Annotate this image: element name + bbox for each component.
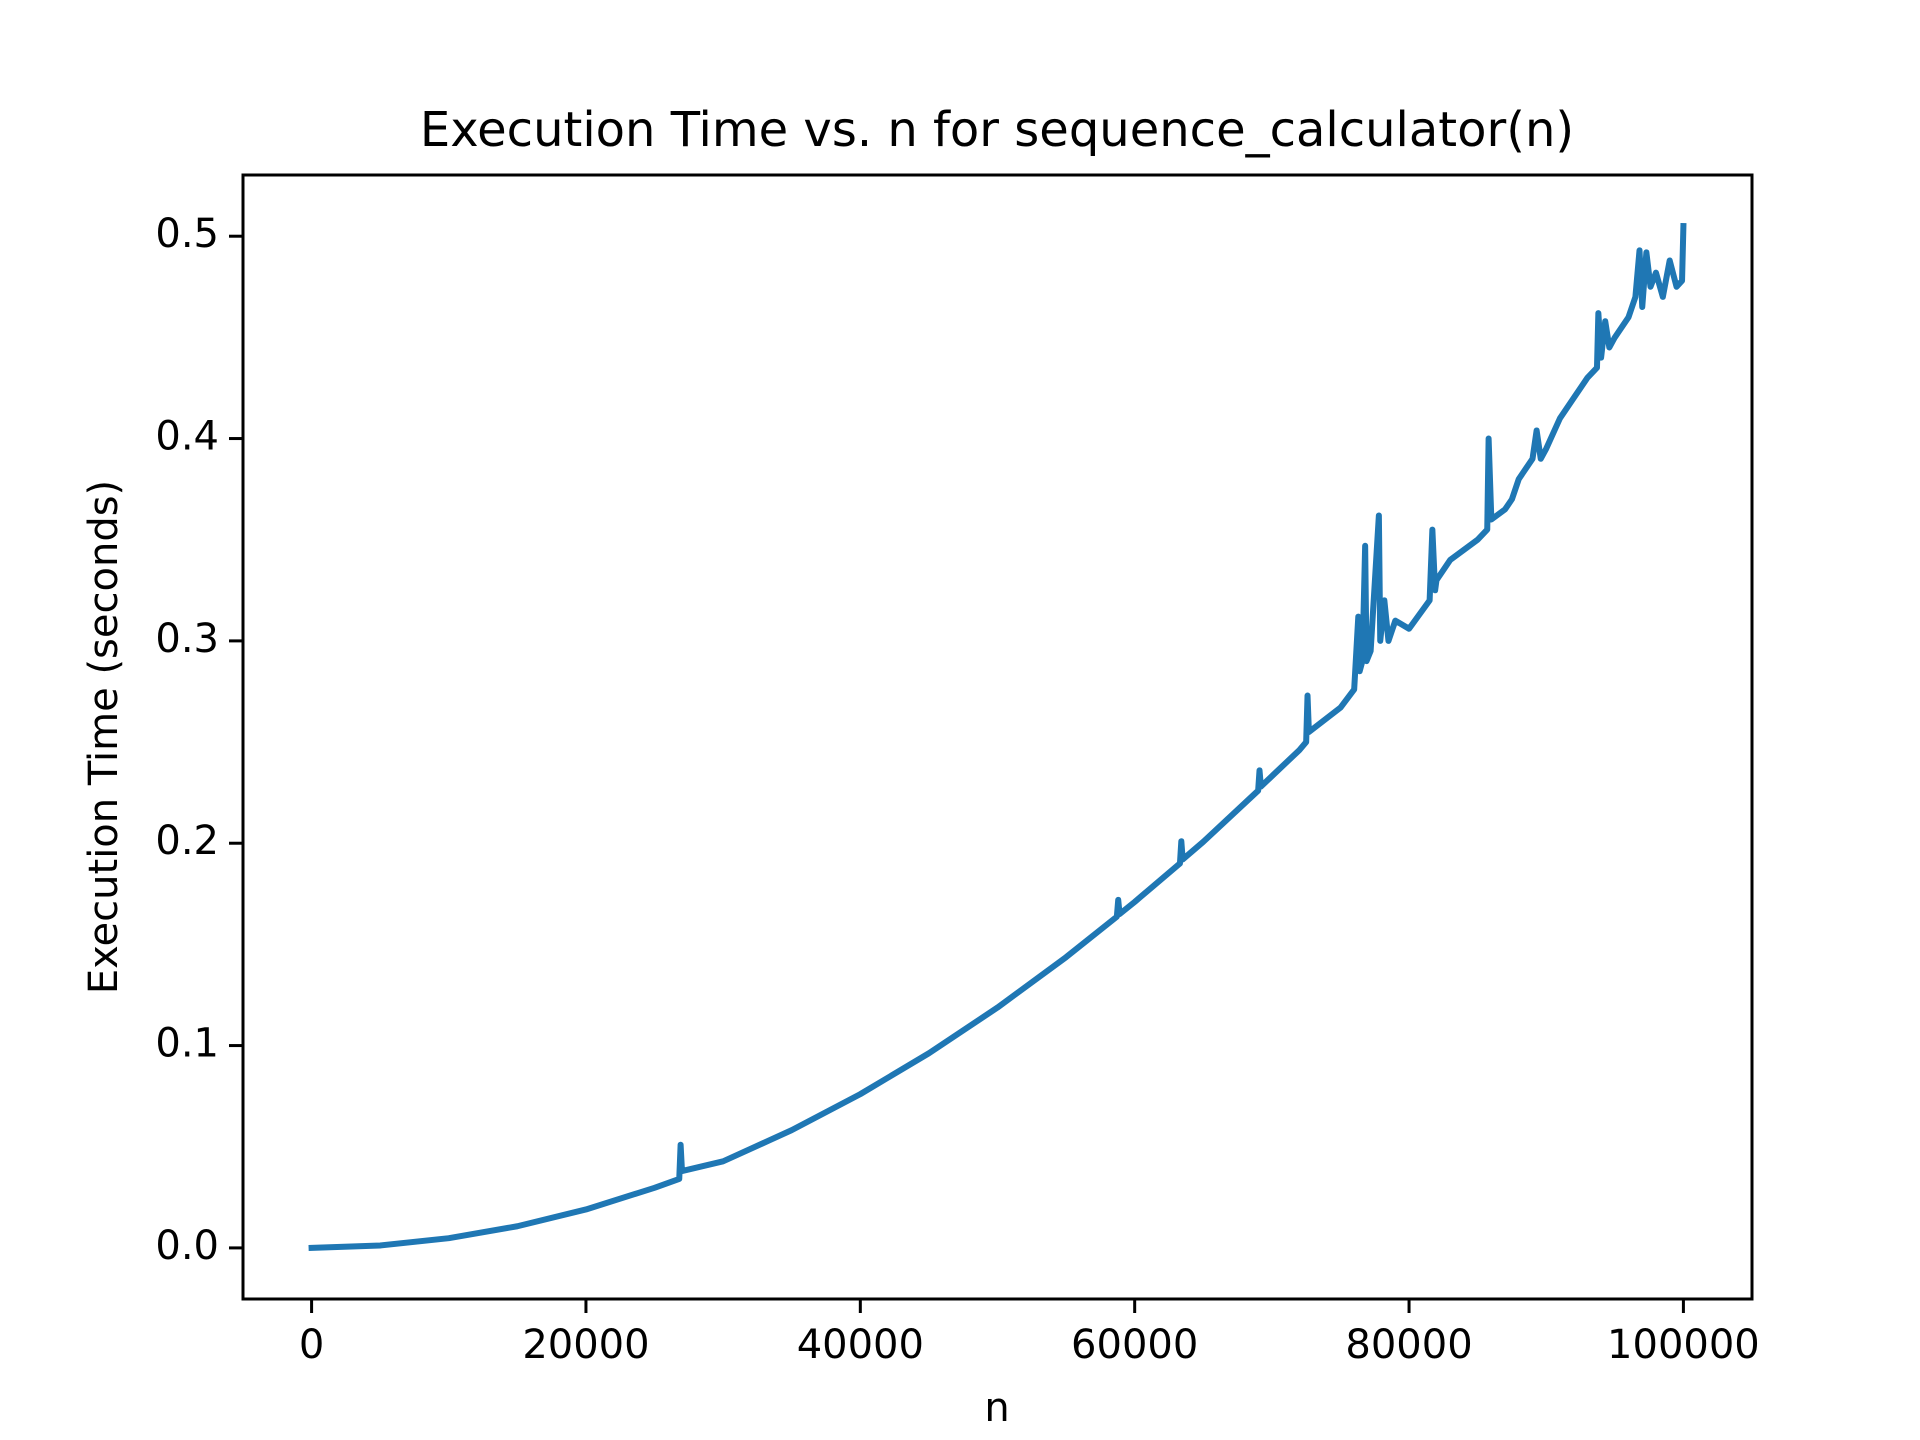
y-tick-label: 0.0 — [155, 1223, 219, 1269]
data-line — [308, 223, 1687, 1252]
x-tick-label: 40000 — [797, 1322, 924, 1368]
x-tick-label: 80000 — [1345, 1322, 1472, 1368]
plot-frame — [241, 173, 1754, 1301]
y-tick-label: 0.5 — [155, 211, 219, 257]
chart-title: Execution Time vs. n for sequence_calcul… — [420, 102, 1574, 158]
y-tick-label: 0.2 — [155, 818, 219, 864]
y-tick-label: 0.4 — [155, 414, 219, 460]
x-tick-label: 20000 — [522, 1322, 649, 1368]
y-tick-label: 0.3 — [155, 616, 219, 662]
x-axis-label: n — [984, 1385, 1009, 1431]
x-tick-label: 100000 — [1607, 1322, 1760, 1368]
y-axis-label: Execution Time (seconds) — [81, 480, 127, 994]
x-tick-label: 0 — [299, 1322, 324, 1368]
x-tick-label: 60000 — [1071, 1322, 1198, 1368]
y-tick-label: 0.1 — [155, 1021, 219, 1067]
